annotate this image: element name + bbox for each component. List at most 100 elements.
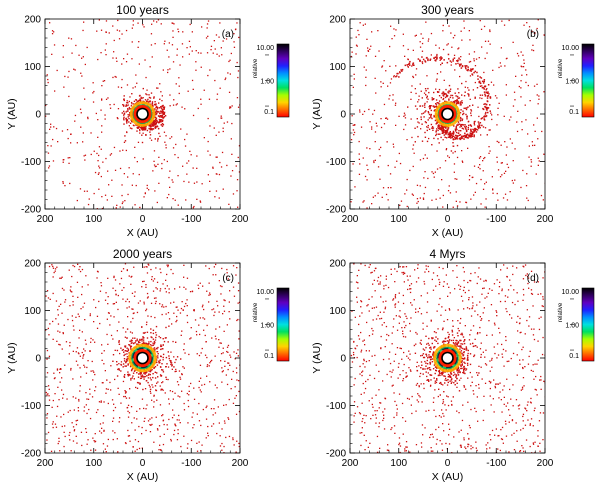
particle (92, 370, 94, 372)
particle (72, 378, 74, 380)
spiral-particle (466, 69, 468, 71)
particle (501, 20, 503, 22)
particle (127, 108, 129, 110)
particle (490, 381, 492, 383)
particle (468, 61, 471, 63)
particle (520, 186, 522, 189)
particle (399, 204, 401, 206)
particle (118, 421, 120, 423)
particle (402, 378, 405, 380)
particle (186, 277, 189, 279)
particle (75, 420, 77, 422)
particle (104, 49, 106, 51)
particle (228, 435, 231, 438)
particle (442, 206, 444, 208)
particle (83, 364, 85, 366)
spiral-particle (399, 72, 401, 74)
particle (424, 111, 426, 113)
particle (427, 126, 429, 129)
particle (522, 169, 524, 172)
spiral-particle (451, 136, 453, 139)
particle (494, 434, 496, 436)
particle (492, 398, 494, 400)
particle (458, 130, 460, 132)
particle (177, 384, 180, 386)
particle (524, 407, 526, 409)
particle (463, 370, 465, 372)
particle (84, 98, 86, 100)
particle (169, 137, 171, 140)
particle (353, 124, 356, 126)
particle (426, 343, 428, 345)
particle (479, 168, 481, 170)
particle (143, 196, 145, 198)
particle (114, 169, 117, 171)
particle (73, 429, 76, 431)
particle (56, 368, 59, 370)
particle (371, 31, 373, 33)
particle (98, 165, 100, 167)
particle (410, 98, 412, 100)
particle (116, 361, 118, 363)
particle (145, 380, 148, 382)
particle (209, 362, 211, 364)
particle (209, 292, 211, 294)
particle (77, 410, 80, 412)
particle (380, 275, 382, 277)
particle (438, 303, 440, 306)
particle (421, 140, 424, 142)
particle (483, 25, 486, 28)
particle (536, 83, 538, 85)
particle (216, 93, 219, 95)
particle (177, 432, 179, 435)
particle (125, 61, 128, 63)
particle (401, 327, 403, 329)
particle (238, 442, 240, 445)
spiral-particle (473, 135, 475, 138)
particle (516, 430, 518, 432)
particle (99, 430, 101, 432)
particle (166, 197, 168, 199)
particle (210, 49, 212, 51)
particle (458, 92, 460, 94)
particle (528, 156, 530, 158)
particle (159, 337, 162, 339)
particle (236, 61, 238, 64)
particle (154, 138, 156, 140)
particle (227, 344, 230, 347)
spiral-particle (465, 130, 468, 133)
particle (392, 384, 394, 386)
particle (150, 424, 152, 426)
spiral-particle (483, 88, 485, 90)
particle (131, 41, 133, 43)
particle (364, 175, 367, 178)
particle (160, 355, 162, 357)
particle (418, 99, 420, 101)
x-tick-label: 200 (37, 458, 54, 469)
particle (483, 395, 485, 397)
particle (126, 358, 128, 361)
spiral-particle (465, 129, 468, 132)
particle (433, 397, 435, 399)
particle (445, 274, 447, 276)
particle (479, 164, 481, 166)
particle (489, 387, 491, 390)
particle (404, 448, 406, 450)
spiral-particle (451, 134, 453, 137)
particle (165, 326, 167, 329)
particle (496, 279, 498, 281)
particle (536, 363, 538, 365)
spiral-particle (436, 55, 438, 57)
particle (195, 50, 197, 52)
particle (136, 340, 138, 342)
spiral-particle (477, 127, 480, 129)
particle (125, 105, 127, 107)
particle (395, 102, 397, 104)
particle (486, 134, 488, 136)
particle (435, 99, 438, 101)
particle (387, 449, 390, 451)
particle (123, 95, 125, 97)
particle (212, 414, 214, 416)
particle (139, 99, 141, 101)
particle (130, 105, 133, 107)
